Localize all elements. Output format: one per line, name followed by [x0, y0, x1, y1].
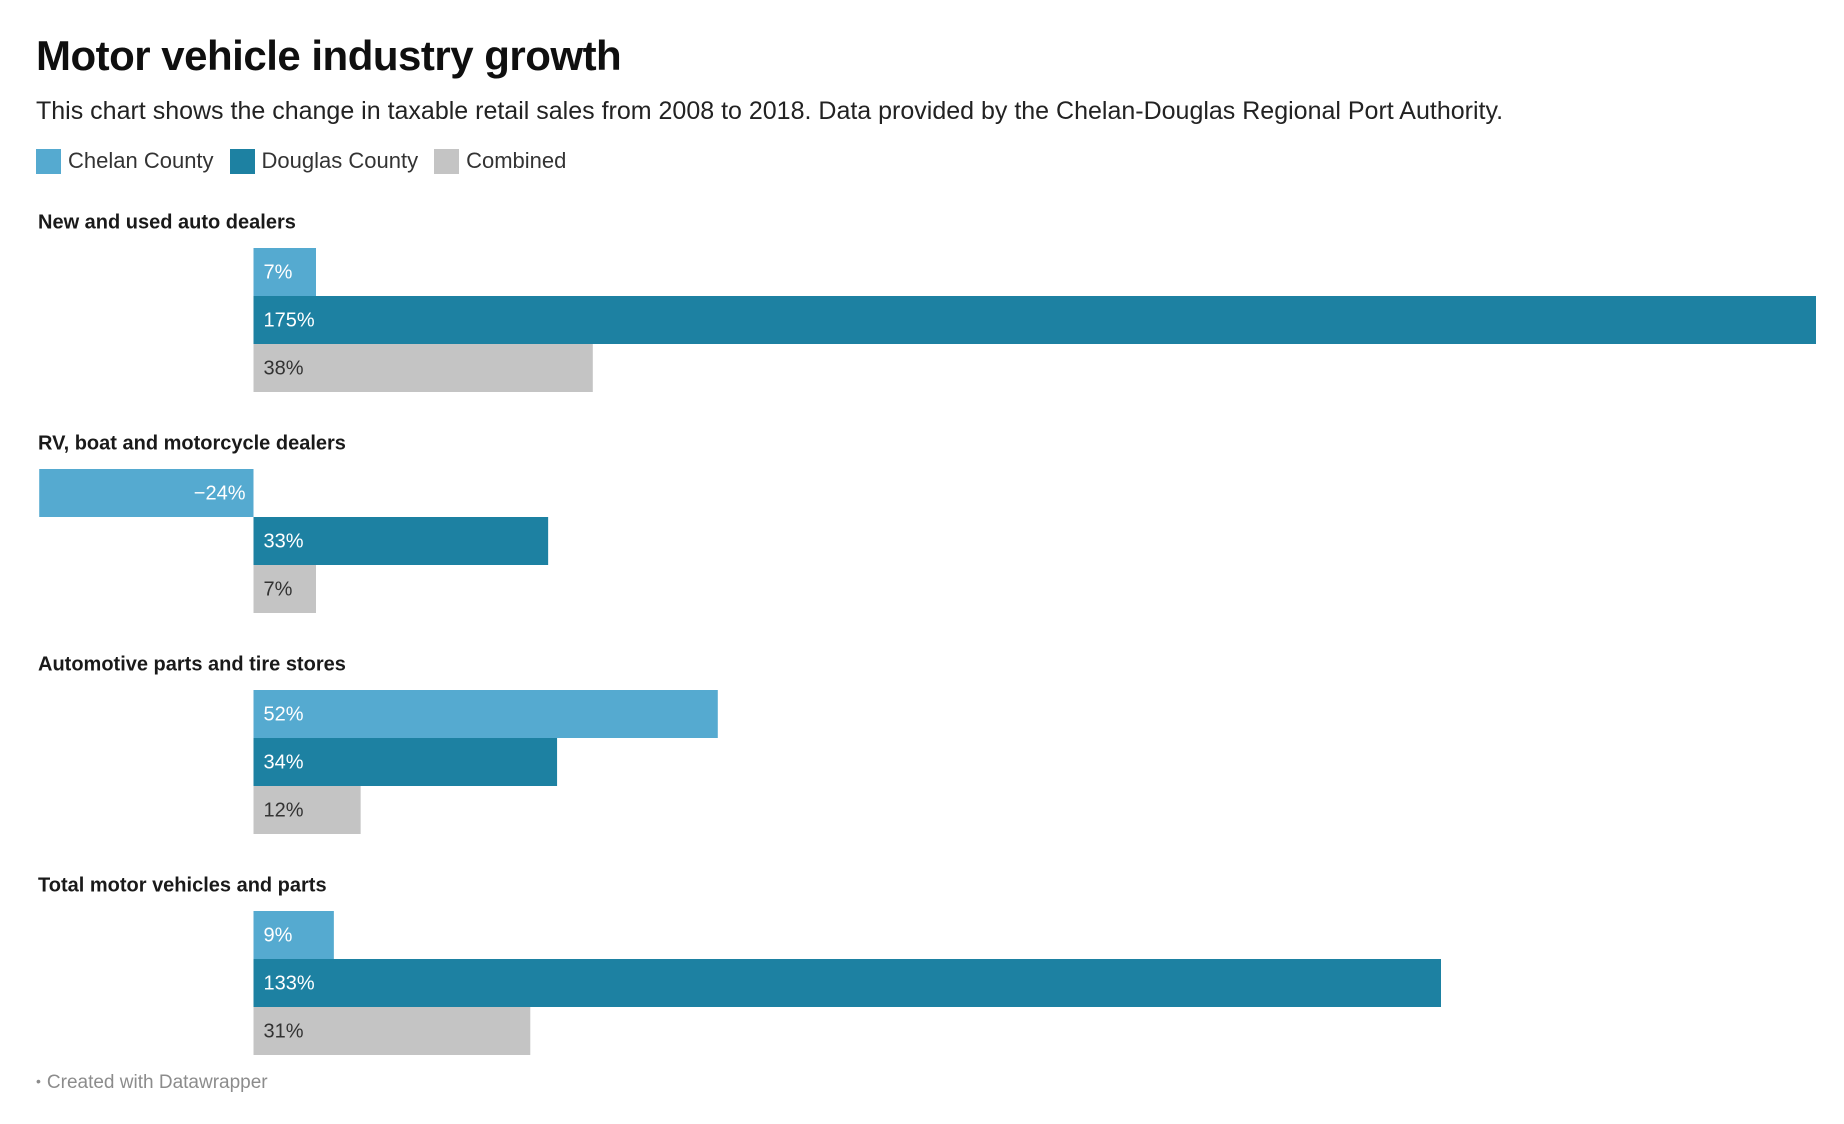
chart-title: Motor vehicle industry growth	[36, 32, 622, 79]
bar-chelan-parts-tire	[253, 690, 718, 738]
legend-swatch-douglas	[229, 148, 255, 174]
legend-swatch-chelan	[36, 148, 61, 174]
value-label-chelan-total: 9%	[264, 924, 293, 946]
value-label-douglas-total: 133%	[264, 972, 315, 994]
legend-swatch-combined	[434, 148, 460, 174]
legend-item-douglas: Douglas County	[229, 148, 419, 174]
footer-bullet: •	[36, 1073, 41, 1089]
value-label-douglas-parts-tire: 34%	[264, 751, 304, 773]
legend-label-combined: Combined	[466, 148, 567, 173]
legend-label-douglas: Douglas County	[261, 148, 419, 173]
category-label: Automotive parts and tire stores	[38, 653, 346, 675]
bar-combined-total	[253, 1007, 531, 1055]
chart-subtitle: This chart shows the change in taxable r…	[36, 97, 1504, 125]
footer-credit: • Created with Datawrapper	[36, 1072, 268, 1094]
group-total: Total motor vehicles and parts 9% 133% 31%	[38, 874, 1441, 1055]
bar-douglas-total	[253, 959, 1441, 1007]
group-parts-tire: Automotive parts and tire stores 52% 34% 12…	[38, 653, 718, 834]
legend: Chelan County Douglas County Combined	[36, 148, 582, 174]
bar-combined-new-used-auto	[253, 344, 593, 392]
bar-combined-parts-tire	[253, 786, 361, 834]
bar-douglas-rv-boat-motorcycle	[253, 517, 549, 565]
category-label: Total motor vehicles and parts	[38, 874, 327, 896]
footer-text: Created with Datawrapper	[46, 1072, 268, 1093]
value-label-chelan-parts-tire: 52%	[264, 703, 304, 725]
bar-chelan-total	[253, 911, 334, 959]
value-label-chelan-rv-boat-motorcycle: −24%	[194, 482, 246, 504]
value-label-combined-rv-boat-motorcycle: 7%	[264, 578, 293, 600]
bar-douglas-parts-tire	[253, 738, 558, 786]
value-label-combined-new-used-auto: 38%	[264, 357, 304, 379]
value-label-combined-total: 31%	[264, 1020, 304, 1042]
group-rv-boat-motorcycle: RV, boat and motorcycle dealers −24% 33% 7%	[38, 432, 549, 613]
value-label-chelan-new-used-auto: 7%	[264, 261, 293, 283]
bar-douglas-new-used-auto	[253, 296, 1816, 344]
legend-item-combined: Combined	[434, 148, 566, 174]
bar-combined-rv-boat-motorcycle	[253, 565, 316, 613]
value-label-douglas-new-used-auto: 175%	[264, 309, 315, 331]
bar-chelan-rv-boat-motorcycle	[39, 469, 254, 517]
value-label-combined-parts-tire: 12%	[264, 799, 304, 821]
bar-chelan-new-used-auto	[253, 248, 316, 296]
value-label-douglas-rv-boat-motorcycle: 33%	[264, 530, 304, 552]
group-new-used-auto: New and used auto dealers 7% 175% 38%	[38, 211, 1816, 392]
category-label: RV, boat and motorcycle dealers	[38, 432, 346, 454]
legend-label-chelan: Chelan County	[68, 148, 214, 173]
category-label: New and used auto dealers	[38, 211, 296, 233]
legend-item-chelan: Chelan County	[36, 148, 214, 174]
